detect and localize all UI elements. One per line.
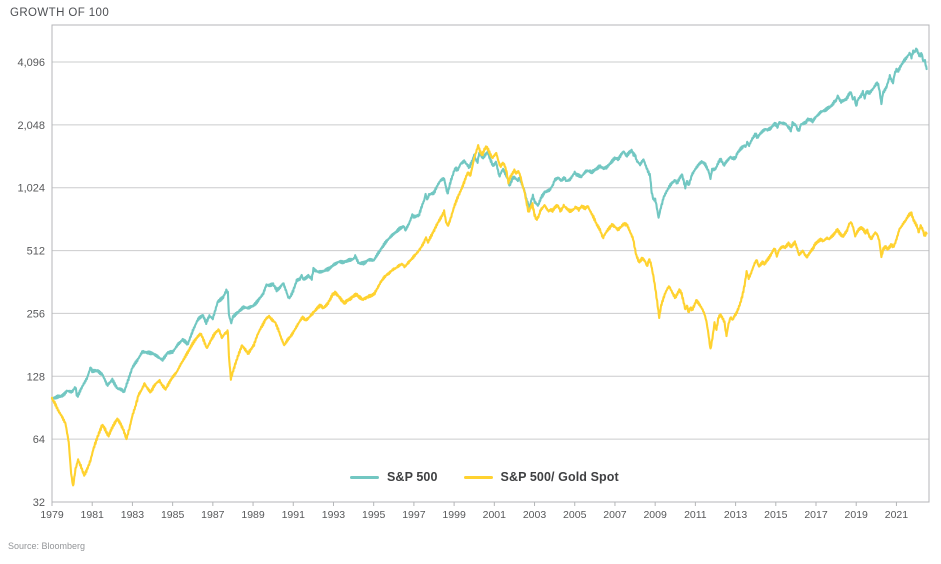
y-axis-label: 1,024	[17, 183, 45, 195]
x-axis-label: 1991	[282, 509, 306, 521]
x-axis-label: 1997	[402, 509, 426, 521]
series-line-sp500-gold	[50, 144, 928, 487]
page-title: GROWTH OF 100	[10, 7, 110, 19]
x-axis-label: 1995	[362, 509, 386, 521]
legend-item-sp500-gold: S&P 500/ Gold Spot	[463, 470, 619, 484]
x-axis-label: 1985	[161, 509, 185, 521]
x-axis-label: 1999	[442, 509, 466, 521]
x-axis-label: 2021	[885, 509, 909, 521]
legend-item-sp500: S&P 500	[350, 470, 438, 484]
x-axis-label: 2009	[643, 509, 667, 521]
x-axis-label: 1993	[322, 509, 346, 521]
x-axis-label: 2005	[563, 509, 587, 521]
y-axis-label: 32	[33, 497, 45, 509]
legend-label-sp500-gold: S&P 500/ Gold Spot	[500, 470, 619, 484]
chart-legend: S&P 500 S&P 500/ Gold Spot	[350, 470, 619, 484]
x-axis-label: 2017	[804, 509, 828, 521]
x-axis-label: 2013	[724, 509, 748, 521]
x-axis-label: 2015	[764, 509, 788, 521]
y-axis-label: 2,048	[17, 120, 45, 132]
x-axis-label: 2001	[483, 509, 507, 521]
plot-border	[51, 24, 930, 503]
x-axis-label: 2003	[523, 509, 547, 521]
y-axis-label: 256	[27, 308, 45, 320]
x-axis-label: 1983	[121, 509, 145, 521]
x-axis-label: 2007	[603, 509, 627, 521]
x-axis-label: 1981	[81, 509, 105, 521]
series-line-sp500	[50, 47, 928, 400]
x-axis-label: 2019	[845, 509, 869, 521]
y-axis-label: 4,096	[17, 57, 45, 69]
x-axis-label: 1989	[241, 509, 265, 521]
x-axis-label: 1979	[40, 509, 64, 521]
y-axis-label: 512	[27, 246, 45, 258]
sp500-gold-line-swatch	[463, 475, 493, 479]
sp500-line-swatch	[350, 475, 379, 479]
source-attribution: Source: Bloomberg	[8, 541, 86, 551]
legend-label-sp500: S&P 500	[387, 470, 438, 484]
y-axis-label: 64	[33, 434, 45, 446]
y-axis-label: 128	[27, 371, 45, 383]
x-axis-label: 2011	[684, 509, 707, 521]
x-axis-label: 1987	[201, 509, 225, 521]
